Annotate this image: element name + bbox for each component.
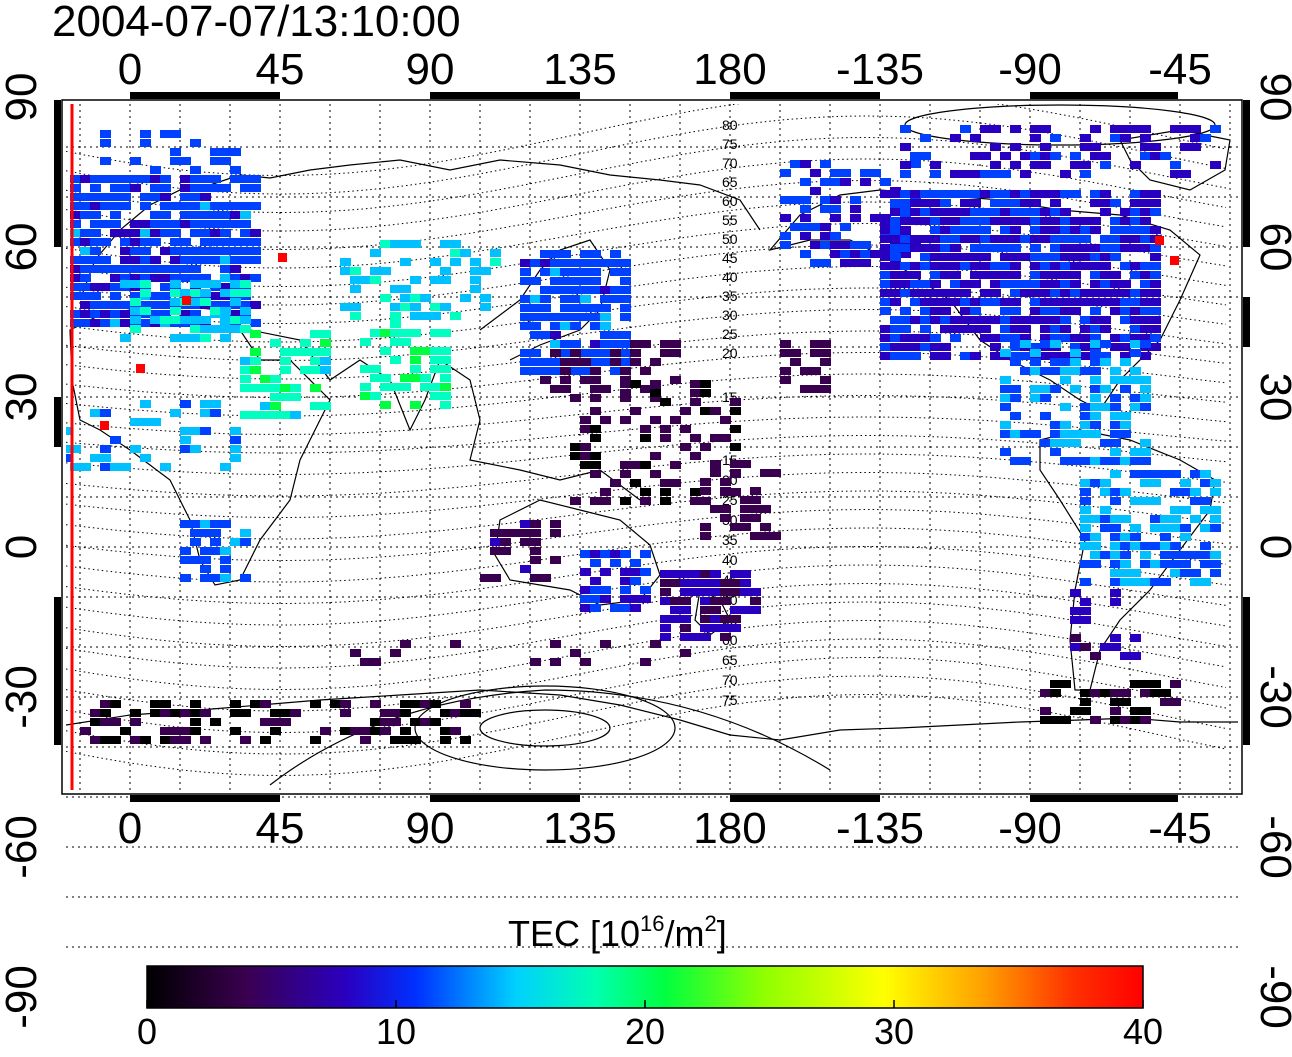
contour-label: 30 — [722, 307, 738, 323]
contour-label: 55 — [722, 212, 738, 228]
left-lat-tick: 0 — [0, 535, 46, 559]
right-lat-tick: 60 — [1251, 223, 1292, 272]
contour-label: 75 — [722, 136, 738, 152]
colorbar-tick-label: 10 — [375, 1011, 417, 1052]
left-lat-tick: 60 — [0, 223, 46, 272]
left-lat-tick: 30 — [0, 373, 46, 422]
top-lon-tick: -135 — [836, 45, 924, 94]
bottom-lon-tick: 180 — [693, 804, 766, 853]
colorbar-tick-label: 30 — [873, 1011, 915, 1052]
right-lat-tick: 30 — [1251, 373, 1292, 422]
top-lon-tick: 45 — [256, 45, 305, 94]
right-lat-tick: -30 — [1251, 665, 1292, 729]
bottom-lon-tick: 135 — [543, 804, 616, 853]
contour-label: 65 — [722, 652, 738, 668]
bottom-lon-tick: -90 — [998, 804, 1062, 853]
tec-data-pixels — [66, 125, 1221, 744]
bottom-lon-tick: 45 — [256, 804, 305, 853]
right-lat-tick: -60 — [1251, 815, 1292, 879]
colorbar-title-unit-exponent: 2 — [704, 911, 717, 936]
bottom-lon-tick: 0 — [118, 804, 142, 853]
top-lon-tick: 135 — [543, 45, 616, 94]
bottom-lon-tick: 90 — [406, 804, 455, 853]
colorbar-title: TEC [1016/m2] — [508, 906, 727, 954]
contour-label: 35 — [722, 288, 738, 304]
contour-label: 40 — [722, 269, 738, 285]
contour-label: 60 — [722, 193, 738, 209]
bottom-lon-tick: -135 — [836, 804, 924, 853]
right-lat-tick: -90 — [1251, 965, 1292, 1029]
colorbar-title-main: TEC [10 — [508, 913, 641, 954]
colorbar-tick-label: 0 — [136, 1011, 158, 1052]
contour-label: 70 — [722, 155, 738, 171]
contour-label: 45 — [722, 250, 738, 266]
right-lat-tick: 0 — [1251, 535, 1292, 559]
contour-label: 75 — [722, 692, 738, 708]
colorbar-tick-label: 40 — [1122, 1011, 1164, 1052]
left-lat-tick: -90 — [0, 965, 46, 1029]
right-lat-tick: 90 — [1251, 73, 1292, 122]
bottom-lon-tick: -45 — [1148, 804, 1212, 853]
left-lat-tick: -60 — [0, 815, 46, 879]
left-lat-tick: -30 — [0, 665, 46, 729]
top-lon-tick: 180 — [693, 45, 766, 94]
top-lon-tick: 90 — [406, 45, 455, 94]
contour-label: 70 — [722, 672, 738, 688]
colorbar-tick-label: 20 — [624, 1011, 666, 1052]
contour-label: 20 — [722, 345, 738, 361]
colorbar-tick-marks — [146, 1000, 1144, 1008]
top-lon-tick: 0 — [118, 45, 142, 94]
top-longitude-ticks: 0 45 90 135 180 -135 -90 -45 — [118, 45, 1212, 94]
contour-label: 25 — [722, 326, 738, 342]
top-lon-tick: -90 — [998, 45, 1062, 94]
colorbar-title-exponent: 16 — [640, 911, 665, 936]
top-lon-tick: -45 — [1148, 45, 1212, 94]
left-lat-tick: 90 — [0, 73, 46, 122]
right-latitude-ticks: 90 60 30 0 -30 -60 -90 — [1251, 73, 1292, 1029]
colorbar-title-end: ] — [716, 913, 727, 954]
contour-label: 40 — [722, 552, 738, 568]
timestamp-title: 2004-07-07/13:10:00 — [52, 0, 461, 46]
contour-label: 65 — [722, 174, 738, 190]
colorbar-title-unit: /m — [664, 913, 705, 954]
left-latitude-ticks: 90 60 30 0 -30 -60 -90 — [0, 73, 46, 1029]
bottom-longitude-ticks: 0 45 90 135 180 -135 -90 -45 — [118, 804, 1212, 853]
map-frame — [61, 99, 1243, 795]
contour-label: 50 — [722, 231, 738, 247]
axis-bars — [54, 92, 1250, 802]
contour-label: 35 — [722, 532, 738, 548]
contour-label: 80 — [722, 117, 738, 133]
